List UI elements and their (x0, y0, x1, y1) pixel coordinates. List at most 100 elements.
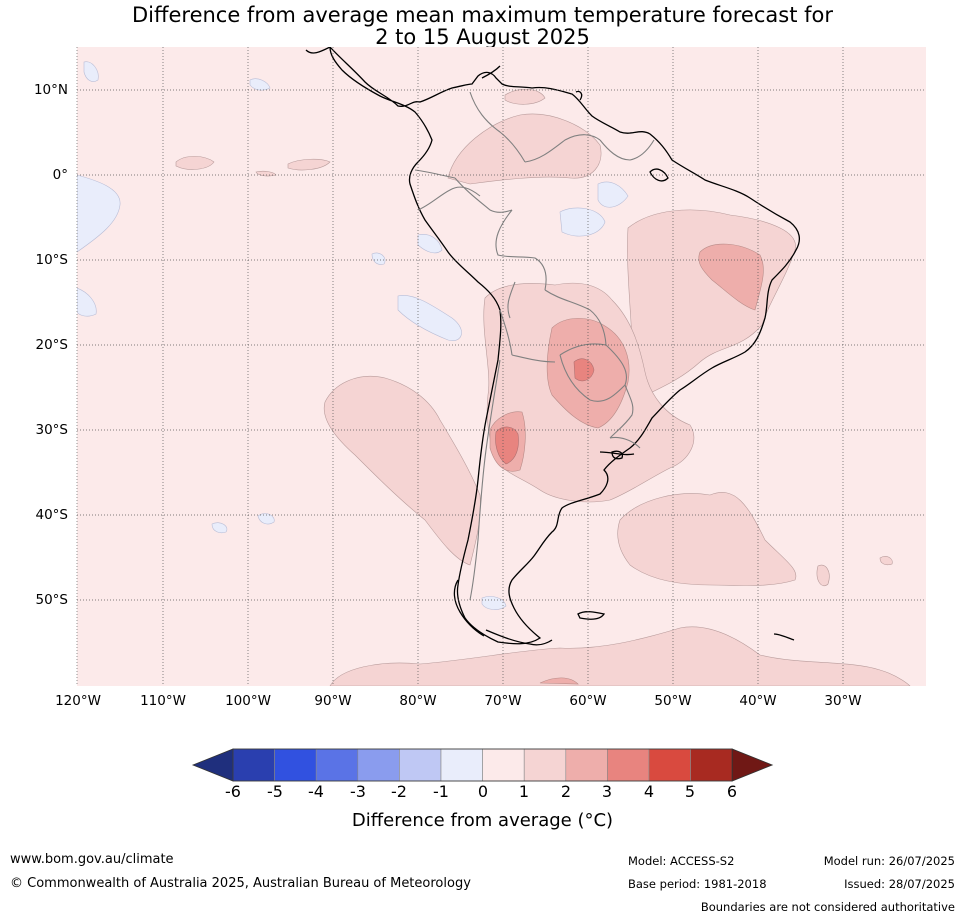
border-colombia-peru-brazil (454, 177, 513, 213)
coast-tierra-del-fuego (485, 629, 553, 646)
colorbar-tick: 4 (643, 782, 655, 801)
colorbar-tick: 3 (601, 782, 613, 801)
cool-patch-amazon-n (597, 181, 629, 208)
border-paraguay (559, 344, 627, 402)
warm-regions-3-4 (495, 358, 595, 465)
coast-south-georgia (773, 633, 795, 641)
border-peru-brazil (495, 209, 547, 291)
title-line-1: Difference from average mean maximum tem… (132, 3, 833, 27)
border-venezuela-brazil (524, 134, 601, 163)
cool-patch-pacific-n2 (249, 78, 271, 91)
border-colombia-ecuador (414, 169, 456, 179)
colorbar-tick: 5 (684, 782, 696, 801)
border-argentina-chile (469, 359, 501, 601)
colorbar-tick: -1 (433, 782, 449, 801)
warm-patch-pacific-s (323, 376, 481, 566)
border-bolivia-chile (499, 309, 513, 356)
warm-peak-argentina (495, 426, 519, 465)
border-peru-bolivia (507, 281, 516, 319)
lat-label-40s: 40°S (35, 507, 69, 523)
lon-label-40w: 40°W (739, 693, 777, 709)
colorbar-tick: -3 (350, 782, 366, 801)
warm-patch-colombia (447, 113, 602, 185)
graticule (77, 47, 926, 686)
warm-patch-atlantic-s2 (816, 564, 830, 586)
lon-label-80w: 80°W (399, 693, 437, 709)
lat-label-20s: 20°S (35, 337, 69, 353)
colorbar-tick: -5 (267, 782, 283, 801)
coast-falklands (577, 611, 606, 620)
warm-core-brazil-ne (698, 243, 764, 311)
coast-amazon-mouth (649, 168, 669, 182)
colorbar-tick: 6 (726, 782, 738, 801)
footer-model-run: Model run: 26/07/2025 (823, 854, 955, 868)
cool-patch-small (371, 252, 386, 265)
footer-copyright: © Commonwealth of Australia 2025, Austra… (10, 876, 471, 891)
coast-trinidad (575, 90, 583, 101)
lon-label-90w: 90°W (314, 693, 352, 709)
border-uruguay (609, 436, 641, 449)
border-bolivia-brazil (544, 289, 607, 346)
cool-patch-s1 (211, 522, 228, 534)
colorbar-tick: -2 (391, 782, 407, 801)
warm-regions-1-2 (175, 89, 911, 686)
cool-patch-amazon (559, 207, 606, 237)
coastlines (305, 47, 801, 646)
cool-patch-eq-pacific (77, 174, 121, 253)
colorbar-tick: -4 (308, 782, 324, 801)
footer-issued: Issued: 28/07/2025 (844, 877, 955, 891)
lon-label-120w: 120°W (55, 693, 101, 709)
footer-disclaimer: Boundaries are not considered authoritat… (700, 900, 955, 914)
coast-caribbean (481, 65, 501, 79)
title-line-2: 2 to 15 August 2025 (375, 25, 590, 49)
map-title: Difference from average mean maximum tem… (0, 4, 965, 48)
colorbar-label: Difference from average (°C) (351, 810, 614, 831)
colorbar-tick: -6 (225, 782, 241, 801)
lon-label-70w: 70°W (484, 693, 522, 709)
warm-patch-pacific-w2 (287, 158, 331, 171)
lon-label-110w: 110°W (140, 693, 186, 709)
cool-patch-s2 (257, 513, 275, 525)
lat-label-0: 0° (52, 167, 68, 183)
colorbar-tick: 2 (560, 782, 572, 801)
lat-label-50s: 50°S (35, 592, 69, 608)
footer-base-period: Base period: 1981-2018 (628, 877, 767, 891)
lat-label-10n: 10°N (33, 82, 68, 98)
warm-patch-pacific-w (175, 156, 215, 170)
warm-peak-paraguay (573, 358, 595, 382)
map-field (77, 47, 926, 686)
lat-label-10s: 10°S (35, 252, 69, 268)
border-colombia-venezuela (469, 91, 526, 163)
colorbar-tick: 0 (477, 782, 489, 801)
coast-chile-islands (453, 579, 485, 637)
footer-website: www.bom.gov.au/climate (10, 852, 174, 867)
country-borders (414, 91, 655, 601)
border-ecuador-peru (417, 186, 481, 211)
cool-regions (77, 61, 629, 610)
coast-south-america (329, 47, 801, 645)
coast-lagoon (611, 450, 624, 460)
lat-label-30s: 30°S (35, 422, 69, 438)
lon-label-30w: 30°W (824, 693, 862, 709)
lon-label-100w: 100°W (225, 693, 271, 709)
cool-patch-peru (397, 294, 462, 341)
colorbar-tick: 1 (518, 782, 530, 801)
warm-core-south (539, 677, 579, 685)
border-guianas (599, 139, 655, 161)
warm-patch-atlantic-s (617, 492, 797, 586)
cool-patch-ecuador (417, 234, 443, 254)
border-bolivia-paraguay (559, 343, 607, 356)
coast-central-america (305, 47, 331, 54)
border-argentina-brazil (609, 384, 634, 439)
border-argentina-bolivia (511, 354, 556, 363)
warm-patch-south (329, 626, 911, 686)
cool-patch-pacific-n (83, 61, 99, 82)
warm-patch-se-atl (879, 556, 893, 566)
lon-label-60w: 60°W (569, 693, 607, 709)
cool-patch-west (77, 287, 97, 317)
coast-rio-plata (599, 451, 635, 456)
lon-label-50w: 50°W (654, 693, 692, 709)
footer-model: Model: ACCESS-S2 (628, 854, 735, 868)
warm-patch-venezuela (504, 89, 546, 105)
